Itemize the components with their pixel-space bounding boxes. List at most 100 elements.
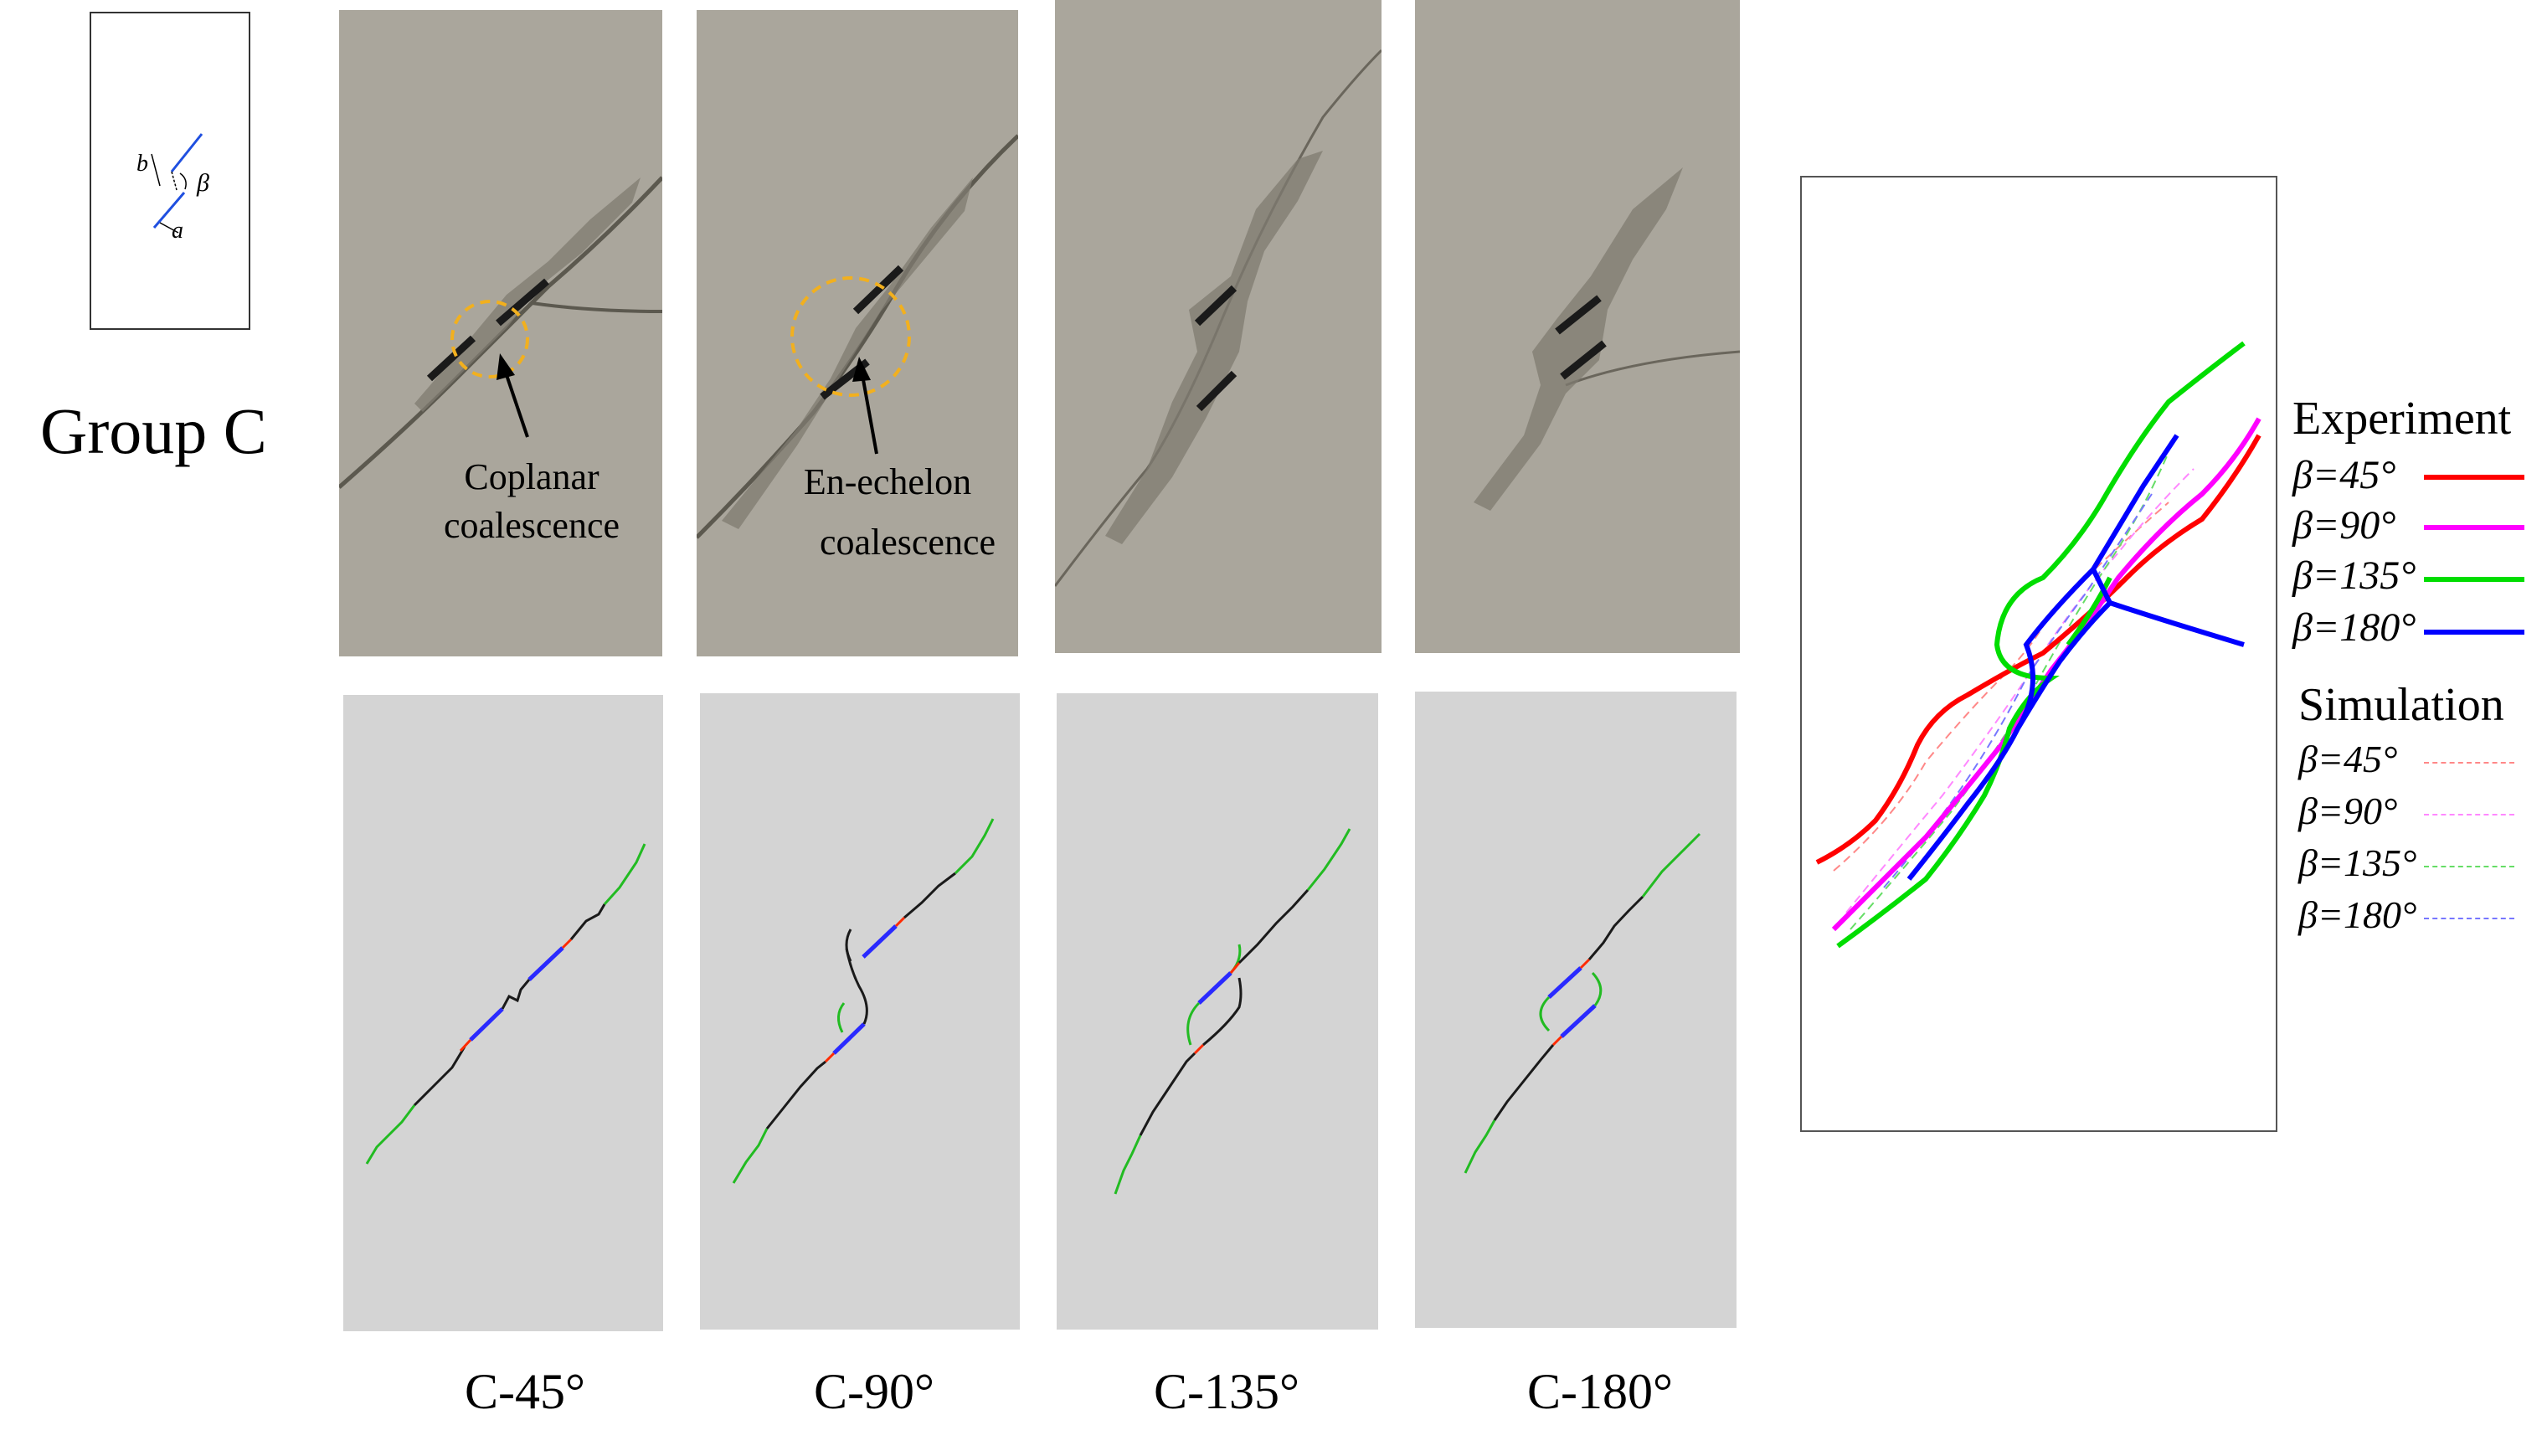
legend-sim-label-180: β=180° <box>2298 893 2417 936</box>
case-label-c180: C-180° <box>1527 1364 1673 1419</box>
sim-tip-crack <box>1591 971 1603 1006</box>
sim-tensile-crack <box>1587 895 1644 960</box>
sim-tip-crack <box>603 843 646 906</box>
sim-tensile-crack <box>1237 888 1310 965</box>
simulation-c45 <box>343 695 663 1331</box>
stain <box>1105 151 1323 544</box>
sim-flaw <box>1547 966 1582 999</box>
sim-tip-crack <box>1641 832 1701 898</box>
annotation-arrowhead <box>497 353 515 380</box>
sim-flaw <box>832 1022 866 1055</box>
pre-existing-flaw <box>1194 285 1237 327</box>
sim-flaw <box>1560 1004 1597 1038</box>
sim-shear-crack <box>894 916 906 928</box>
group-label: Group C <box>40 394 267 467</box>
legend-sim-swatch-90 <box>2424 814 2514 815</box>
sim-shear-crack <box>1551 1035 1563 1047</box>
sim-tensile-crack <box>903 872 956 919</box>
simulation-path-90 <box>1845 468 2195 913</box>
sim-shear-crack <box>459 1038 472 1052</box>
stain <box>1474 167 1683 511</box>
case-label-c45: C-45° <box>465 1364 585 1419</box>
sim-shear-crack <box>1229 962 1241 974</box>
schematic-upper-flaw <box>170 133 203 172</box>
sim-tip-crack <box>1186 1001 1201 1046</box>
legend-sim-swatch-135 <box>2424 866 2514 867</box>
legend-exp-swatch-45 <box>2424 475 2524 480</box>
sim-tip-crack <box>954 818 995 875</box>
simulation-c180 <box>1415 692 1737 1328</box>
annotation-coplanar-2: coalescence <box>444 505 620 546</box>
pre-existing-flaw <box>426 335 476 382</box>
legend-exp-swatch-135 <box>2424 577 2524 582</box>
legend-sim-label-45: β=45° <box>2298 738 2398 780</box>
sim-shear-crack <box>1193 1043 1205 1055</box>
photo-c90: En-echelon coalescence <box>697 10 1018 656</box>
sim-tensile-crack <box>1202 977 1243 1047</box>
specimen-schematic: b β a <box>90 12 250 330</box>
sim-shear-crack <box>824 1052 836 1063</box>
coalescence-circle <box>450 300 529 378</box>
case-label-c135: C-135° <box>1154 1364 1299 1419</box>
experiment-path-180-arm <box>2109 600 2245 647</box>
experiment-path-135 <box>1836 341 2246 949</box>
legend-simulation-title: Simulation <box>2298 679 2504 731</box>
sim-tip-crack <box>1539 996 1551 1032</box>
coalescence-circle <box>790 276 911 397</box>
pre-existing-flaw <box>1560 340 1607 380</box>
experiment-path-180 <box>1906 564 2113 881</box>
sim-tensile-crack <box>765 1060 826 1129</box>
simulation-c90 <box>700 693 1020 1330</box>
sim-shear-crack <box>1579 958 1591 970</box>
sim-tensile-crack <box>569 903 606 940</box>
sim-tensile-crack <box>1139 1052 1196 1136</box>
experiment-path-135-branch <box>2066 576 2112 646</box>
schematic-lower-flaw <box>152 192 186 229</box>
sim-flaw <box>1197 971 1232 1005</box>
annotation-arrow <box>503 369 529 438</box>
schematic-beta-label: β <box>196 169 209 197</box>
annotation-enechelon-1: En-echelon <box>804 461 971 502</box>
legend-exp-swatch-180 <box>2424 630 2524 635</box>
legend-sim-label-135: β=135° <box>2298 841 2417 884</box>
legend-exp-swatch-90 <box>2424 525 2524 530</box>
sim-tensile-crack <box>845 929 852 962</box>
legend-experiment-title: Experiment <box>2292 393 2512 445</box>
sim-tip-crack <box>732 1128 769 1184</box>
pre-existing-flaw <box>1555 295 1602 335</box>
legend-exp-label-180: β=180° <box>2292 605 2416 650</box>
annotation-coplanar-1: Coplanar <box>464 456 599 497</box>
simulation-c135 <box>1057 693 1378 1330</box>
sim-tip-crack <box>1464 1119 1496 1174</box>
sim-tensile-crack <box>501 979 531 1010</box>
experiment-path-45 <box>1815 434 2261 865</box>
legend-exp-label-90: β=90° <box>2292 503 2396 548</box>
sim-tip-crack <box>1114 1134 1142 1195</box>
comparison-panel <box>1800 176 2277 1132</box>
photo-c135 <box>1055 0 1382 653</box>
photo-c180 <box>1415 0 1740 653</box>
legend-sim-swatch-180 <box>2424 918 2514 919</box>
legend-sim-swatch-45 <box>2424 762 2514 764</box>
simulation-path-135 <box>1850 451 2169 930</box>
sim-tip-crack <box>365 1104 416 1165</box>
annotation-arrowhead <box>852 357 871 382</box>
sim-tip-crack <box>837 1002 846 1033</box>
schematic-a-label: a <box>172 218 183 244</box>
case-label-c90: C-90° <box>814 1364 934 1419</box>
photo-c45: Coplanar coalescence <box>339 10 662 656</box>
sim-tensile-crack <box>413 1046 466 1107</box>
crack-trace <box>531 301 662 313</box>
sim-flaw <box>527 946 564 981</box>
pre-existing-flaw <box>852 265 904 315</box>
crack-trace <box>1565 350 1740 387</box>
annotation-enechelon-2: coalescence <box>820 522 996 563</box>
experiment-path-180-upper <box>2091 434 2179 571</box>
legend-exp-label-135: β=135° <box>2292 553 2416 598</box>
pre-existing-flaw <box>496 278 549 327</box>
schematic-b-label: b <box>136 151 148 177</box>
crack-trace <box>339 176 662 489</box>
pre-existing-flaw <box>1196 370 1237 412</box>
legend-exp-label-45: β=45° <box>2292 453 2396 497</box>
legend-sim-label-90: β=90° <box>2298 790 2398 832</box>
